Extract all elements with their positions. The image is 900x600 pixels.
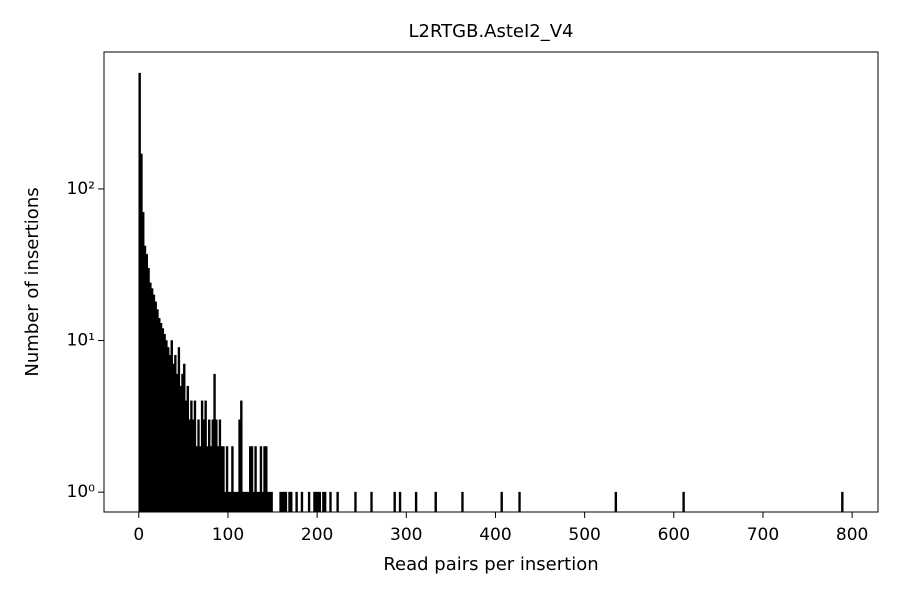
bar xyxy=(318,491,321,513)
x-tick-label: 100 xyxy=(212,525,244,545)
bar xyxy=(270,491,273,513)
bar xyxy=(284,491,288,513)
x-tick-label: 500 xyxy=(568,525,600,545)
bar xyxy=(682,491,685,513)
bar xyxy=(500,491,503,513)
y-axis-label: Number of insertions xyxy=(22,187,43,376)
x-tick-label: 600 xyxy=(658,525,690,545)
x-tick-label: 0 xyxy=(133,525,144,545)
bar xyxy=(323,491,327,513)
bar xyxy=(354,491,357,513)
bar xyxy=(414,491,418,513)
bar xyxy=(518,491,521,513)
plot-frame xyxy=(103,51,879,513)
x-tick-label: 200 xyxy=(301,525,333,545)
bar xyxy=(300,491,304,513)
y-tick-label: 10² xyxy=(67,179,95,199)
bar xyxy=(434,491,437,513)
bar xyxy=(614,491,618,513)
bar xyxy=(307,491,311,513)
y-tick-label: 10⁰ xyxy=(67,482,96,502)
chart-title: L2RTGB.AsteI2_V4 xyxy=(408,21,573,42)
x-tick-label: 300 xyxy=(390,525,422,545)
bar xyxy=(295,491,298,513)
bar xyxy=(370,491,373,513)
y-tick-label: 10¹ xyxy=(67,331,95,351)
x-axis-label: Read pairs per insertion xyxy=(383,554,598,575)
x-tick-label: 400 xyxy=(479,525,511,545)
x-tick-label: 700 xyxy=(747,525,779,545)
bar xyxy=(290,491,293,513)
bar xyxy=(329,491,332,513)
bar xyxy=(398,491,402,513)
bar xyxy=(461,491,464,513)
x-tick-label: 800 xyxy=(836,525,868,545)
bar xyxy=(393,491,396,513)
bar xyxy=(841,491,844,513)
bar xyxy=(336,491,339,513)
